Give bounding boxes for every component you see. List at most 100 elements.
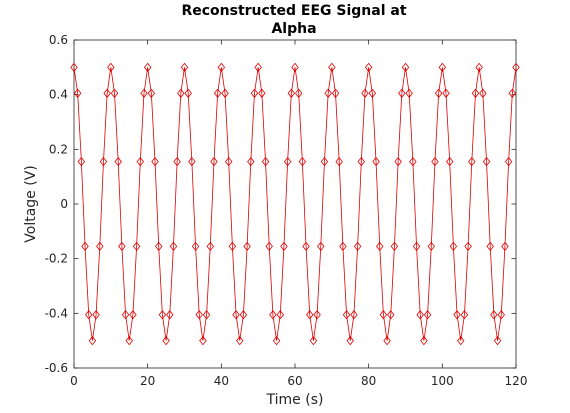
data-point-marker (217, 62, 226, 72)
data-point-marker (372, 156, 380, 167)
data-point-marker (457, 336, 465, 346)
data-point-marker (92, 310, 100, 320)
data-point-marker (442, 88, 450, 98)
data-point-marker (490, 310, 498, 320)
data-point-marker (85, 310, 93, 320)
data-point-marker (376, 241, 384, 252)
data-point-marker (280, 241, 288, 252)
data-point-marker (191, 241, 200, 252)
data-point-marker (482, 156, 491, 167)
data-point-marker (166, 310, 174, 320)
data-point-marker (254, 62, 262, 72)
plot-area (73, 39, 517, 369)
data-point-marker (431, 156, 439, 167)
data-point-marker (224, 156, 233, 167)
data-point-marker (512, 62, 520, 72)
x-tick-label: 100 (431, 374, 454, 388)
data-point-marker (449, 241, 458, 252)
x-tick-label: 80 (361, 374, 376, 388)
data-point-marker (405, 88, 413, 98)
y-axis-label: Voltage (V) (23, 165, 39, 242)
data-point-marker (73, 88, 82, 98)
data-point-marker (247, 156, 255, 167)
y-tick-label: 0 (60, 197, 68, 211)
data-point-marker (493, 336, 502, 346)
x-axis-label: Time (s) (266, 392, 324, 408)
data-point-marker (306, 310, 314, 320)
data-point-marker (151, 156, 159, 167)
data-point-marker (438, 62, 447, 72)
data-point-marker (390, 241, 399, 252)
data-point-marker (475, 62, 483, 72)
data-point-marker (184, 88, 192, 98)
data-point-marker (287, 88, 296, 98)
data-point-marker (353, 241, 362, 252)
data-point-marker (96, 241, 104, 252)
data-point-marker (276, 310, 284, 320)
data-point-marker (210, 156, 218, 167)
data-point-marker (132, 241, 141, 252)
data-point-marker (508, 88, 517, 98)
data-point-marker (77, 156, 86, 167)
data-point-marker (162, 336, 170, 346)
data-point-marker (298, 156, 307, 167)
data-point-marker (70, 62, 78, 72)
data-point-marker (453, 310, 461, 320)
data-point-marker (99, 156, 108, 167)
data-point-marker (239, 310, 248, 320)
data-point-marker (283, 156, 292, 167)
y-tick-label: -0.4 (45, 306, 68, 320)
data-point-marker (324, 88, 332, 98)
data-point-marker (379, 310, 388, 320)
data-point-marker (188, 156, 196, 167)
y-tick-label: 0.2 (49, 142, 68, 156)
data-point-marker (383, 336, 391, 346)
data-point-marker (228, 241, 237, 252)
data-point-marker (250, 88, 259, 98)
y-tick-label: 0.4 (49, 88, 68, 102)
data-point-marker (394, 156, 402, 167)
data-point-marker (331, 88, 340, 98)
chart-title-line-1: Reconstructed EEG Signal at (181, 3, 406, 19)
data-point-marker (409, 156, 417, 167)
data-point-marker (313, 310, 321, 320)
y-tick-label: -0.6 (45, 361, 68, 375)
data-point-marker (143, 62, 152, 72)
data-point-marker (114, 156, 122, 167)
x-tick-label: 60 (287, 374, 302, 388)
data-point-marker (265, 241, 273, 252)
x-tick-label: 120 (505, 374, 528, 388)
data-point-marker (423, 310, 432, 320)
data-point-marker (125, 336, 133, 346)
data-point-marker (180, 62, 189, 72)
axis-ticks: 0 20 40 60 80 100 120 -0.6 -0.4 -0.2 0 0.2 0.4 0.6 (45, 33, 528, 388)
data-point-marker (294, 88, 303, 98)
data-point-marker (269, 310, 277, 320)
data-point-marker (339, 241, 347, 252)
data-point-marker (199, 336, 207, 346)
data-point-marker (206, 241, 214, 252)
data-point-marker (213, 88, 222, 98)
y-tick-label: 0.6 (49, 33, 68, 47)
data-series (70, 62, 520, 346)
data-point-marker (291, 62, 299, 72)
data-point-marker (420, 336, 428, 346)
data-point-marker (486, 241, 494, 252)
data-point-marker (387, 310, 395, 320)
data-point-marker (195, 310, 203, 320)
data-point-marker (177, 88, 185, 98)
data-point-marker (129, 310, 137, 320)
data-point-marker (401, 62, 410, 72)
data-point-marker (121, 310, 130, 320)
data-point-marker (261, 156, 270, 167)
chart-title-line-2: Alpha (271, 21, 316, 37)
data-point-marker (368, 88, 377, 98)
data-point-marker (416, 310, 424, 320)
data-point-marker (427, 241, 435, 252)
data-point-marker (169, 241, 178, 252)
data-point-marker (272, 336, 281, 346)
data-point-marker (328, 62, 336, 72)
x-tick-label: 40 (214, 374, 229, 388)
data-point-marker (81, 241, 89, 252)
